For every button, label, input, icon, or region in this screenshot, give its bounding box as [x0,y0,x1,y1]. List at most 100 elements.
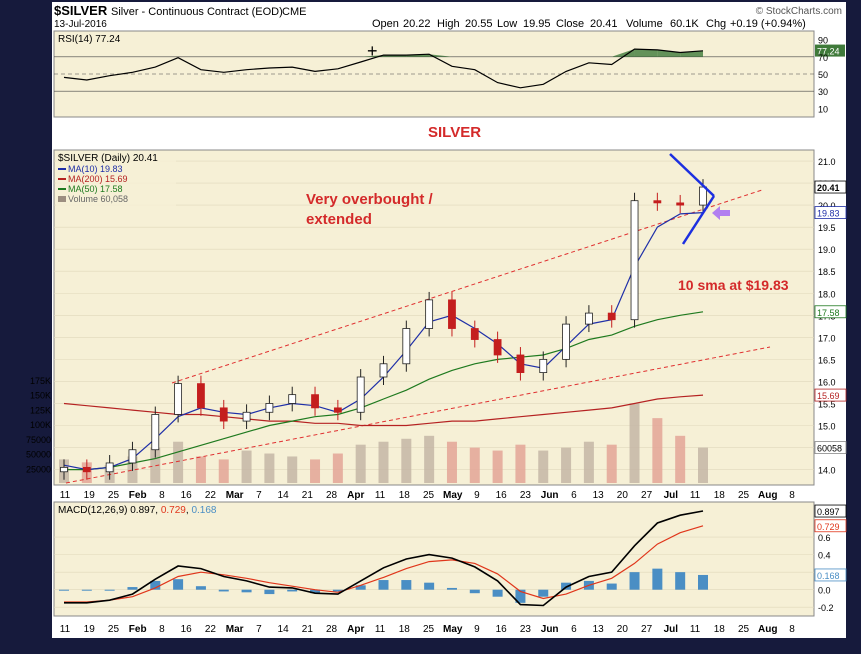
volume-bar [332,453,343,483]
macd-histogram-bar [538,589,549,597]
x-axis-label: 18 [714,624,726,635]
x-axis-label: 11 [60,624,71,635]
x-axis-label: 13 [593,624,605,635]
price-candle [653,200,662,204]
price-candle [356,376,365,413]
x-axis-label: Aug [758,490,777,501]
macd-tick-label: 0.4 [818,551,831,561]
x-axis-label: 28 [326,490,338,501]
x-axis-label: 6 [571,624,577,635]
x-axis-label: Jul [664,624,679,635]
rsi-fill-segment [657,49,681,57]
price-panel: 21.020.520.019.519.018.518.017.517.016.5… [26,124,847,486]
price-candle [333,407,342,413]
lower-channel-line [65,346,771,484]
x-axis-label: Mar [226,624,244,635]
macd-tick-label: 0.6 [818,533,831,543]
macd-title-name: MACD(12,26,9) [58,505,127,516]
volume-bar [515,444,526,483]
price-candle [105,462,114,473]
x-axis-label: 8 [159,490,165,501]
volume-bar [355,444,366,483]
header-date: 13-Jul-2016 [54,19,107,30]
macd-histogram-bar [287,589,298,592]
macd-histogram-bar [264,589,275,595]
x-axis-label: 11 [375,490,386,501]
macd-value-tag-label: 0.168 [817,571,840,581]
stockcharts-watermark: © StockCharts.com [756,6,842,17]
volume-bar [561,447,572,483]
x-axis-label: 19 [84,624,96,635]
price-tag-box [814,441,847,454]
price-candle [197,383,205,409]
macd-value-tag-label: 0.729 [817,522,840,532]
x-axis-label: 7 [256,624,262,635]
x-axis-label: Jun [541,624,559,635]
ma200-line [63,394,704,427]
ohlc-volume: 60.1K [670,18,699,30]
x-axis-label: 18 [399,624,411,635]
rsi-line [63,48,704,89]
volume-tick-label: 150K [30,391,51,401]
macd-panel-background [53,501,815,617]
price-panel-background [53,149,815,486]
macd-value-tag [814,504,847,518]
volume-bar [698,447,708,483]
price-candles [60,179,707,480]
trendlines [65,189,771,484]
volume-bar [264,453,275,483]
ohlc-close-label: Close [556,18,584,30]
macd-tick-label: -0.2 [818,603,834,613]
macd-signal-line [64,525,704,603]
x-axis-label: 7 [256,490,262,501]
rsi-fill-segment [429,54,452,57]
x-axis-label: 23 [520,624,532,635]
price-candle [493,339,502,356]
volume-bar [218,459,229,483]
macd-histogram-bar [104,589,115,591]
volume-bar [629,403,640,483]
volume-bar [675,435,686,483]
rsi-last-value-tag [815,44,845,57]
price-candle [699,186,707,206]
price-candle [607,312,616,321]
price-candle [151,414,160,451]
macd-histogram-bar [515,589,526,603]
macd-histogram-bar [195,586,206,590]
ohlc-low: 19.95 [523,18,551,30]
price-candle [82,466,91,473]
volume-tick-label: 100K [30,420,51,430]
macd-x-axis: 11 19 25 Feb 8 16 22 Mar 7 14 21 28 Apr 11 18 25 May 9 16 2… [60,624,795,635]
legend-ma50: MA(50) 17.58 [68,184,123,194]
volume-bar [241,450,252,483]
volume-bar [195,456,206,483]
price-tick-label: 16.0 [818,377,836,387]
macd-histogram-bar [150,580,161,590]
x-axis-label: 11 [690,624,701,635]
volume-bar [173,441,184,483]
price-candle [584,312,593,325]
x-axis-label: 23 [520,490,532,501]
x-axis-label: 27 [641,490,653,501]
macd-histogram-bar [652,568,663,590]
macd-histogram-bar [218,589,229,592]
annotation-silver-title: SILVER [428,124,481,141]
ohlc-low-label: Low [497,18,517,30]
macd-histogram-bar [355,585,366,590]
volume-bar [401,438,412,483]
ohlc-close: 20.41 [590,18,618,30]
price-tick-label: 18.5 [818,267,836,277]
x-axis-label: 8 [789,624,795,635]
x-axis-label: 18 [399,490,411,501]
macd-value-tag [814,568,847,582]
macd-histogram-value: 0.168 [191,505,216,516]
x-axis-label: 25 [108,490,120,501]
volume-bar [538,450,549,483]
macd-signal-value: 0.729 [161,505,186,516]
price-candle [630,200,639,321]
x-axis-label: Feb [129,490,147,501]
x-axis-label: 16 [496,490,508,501]
x-axis-label: 11 [60,490,71,501]
price-candle [402,328,411,365]
